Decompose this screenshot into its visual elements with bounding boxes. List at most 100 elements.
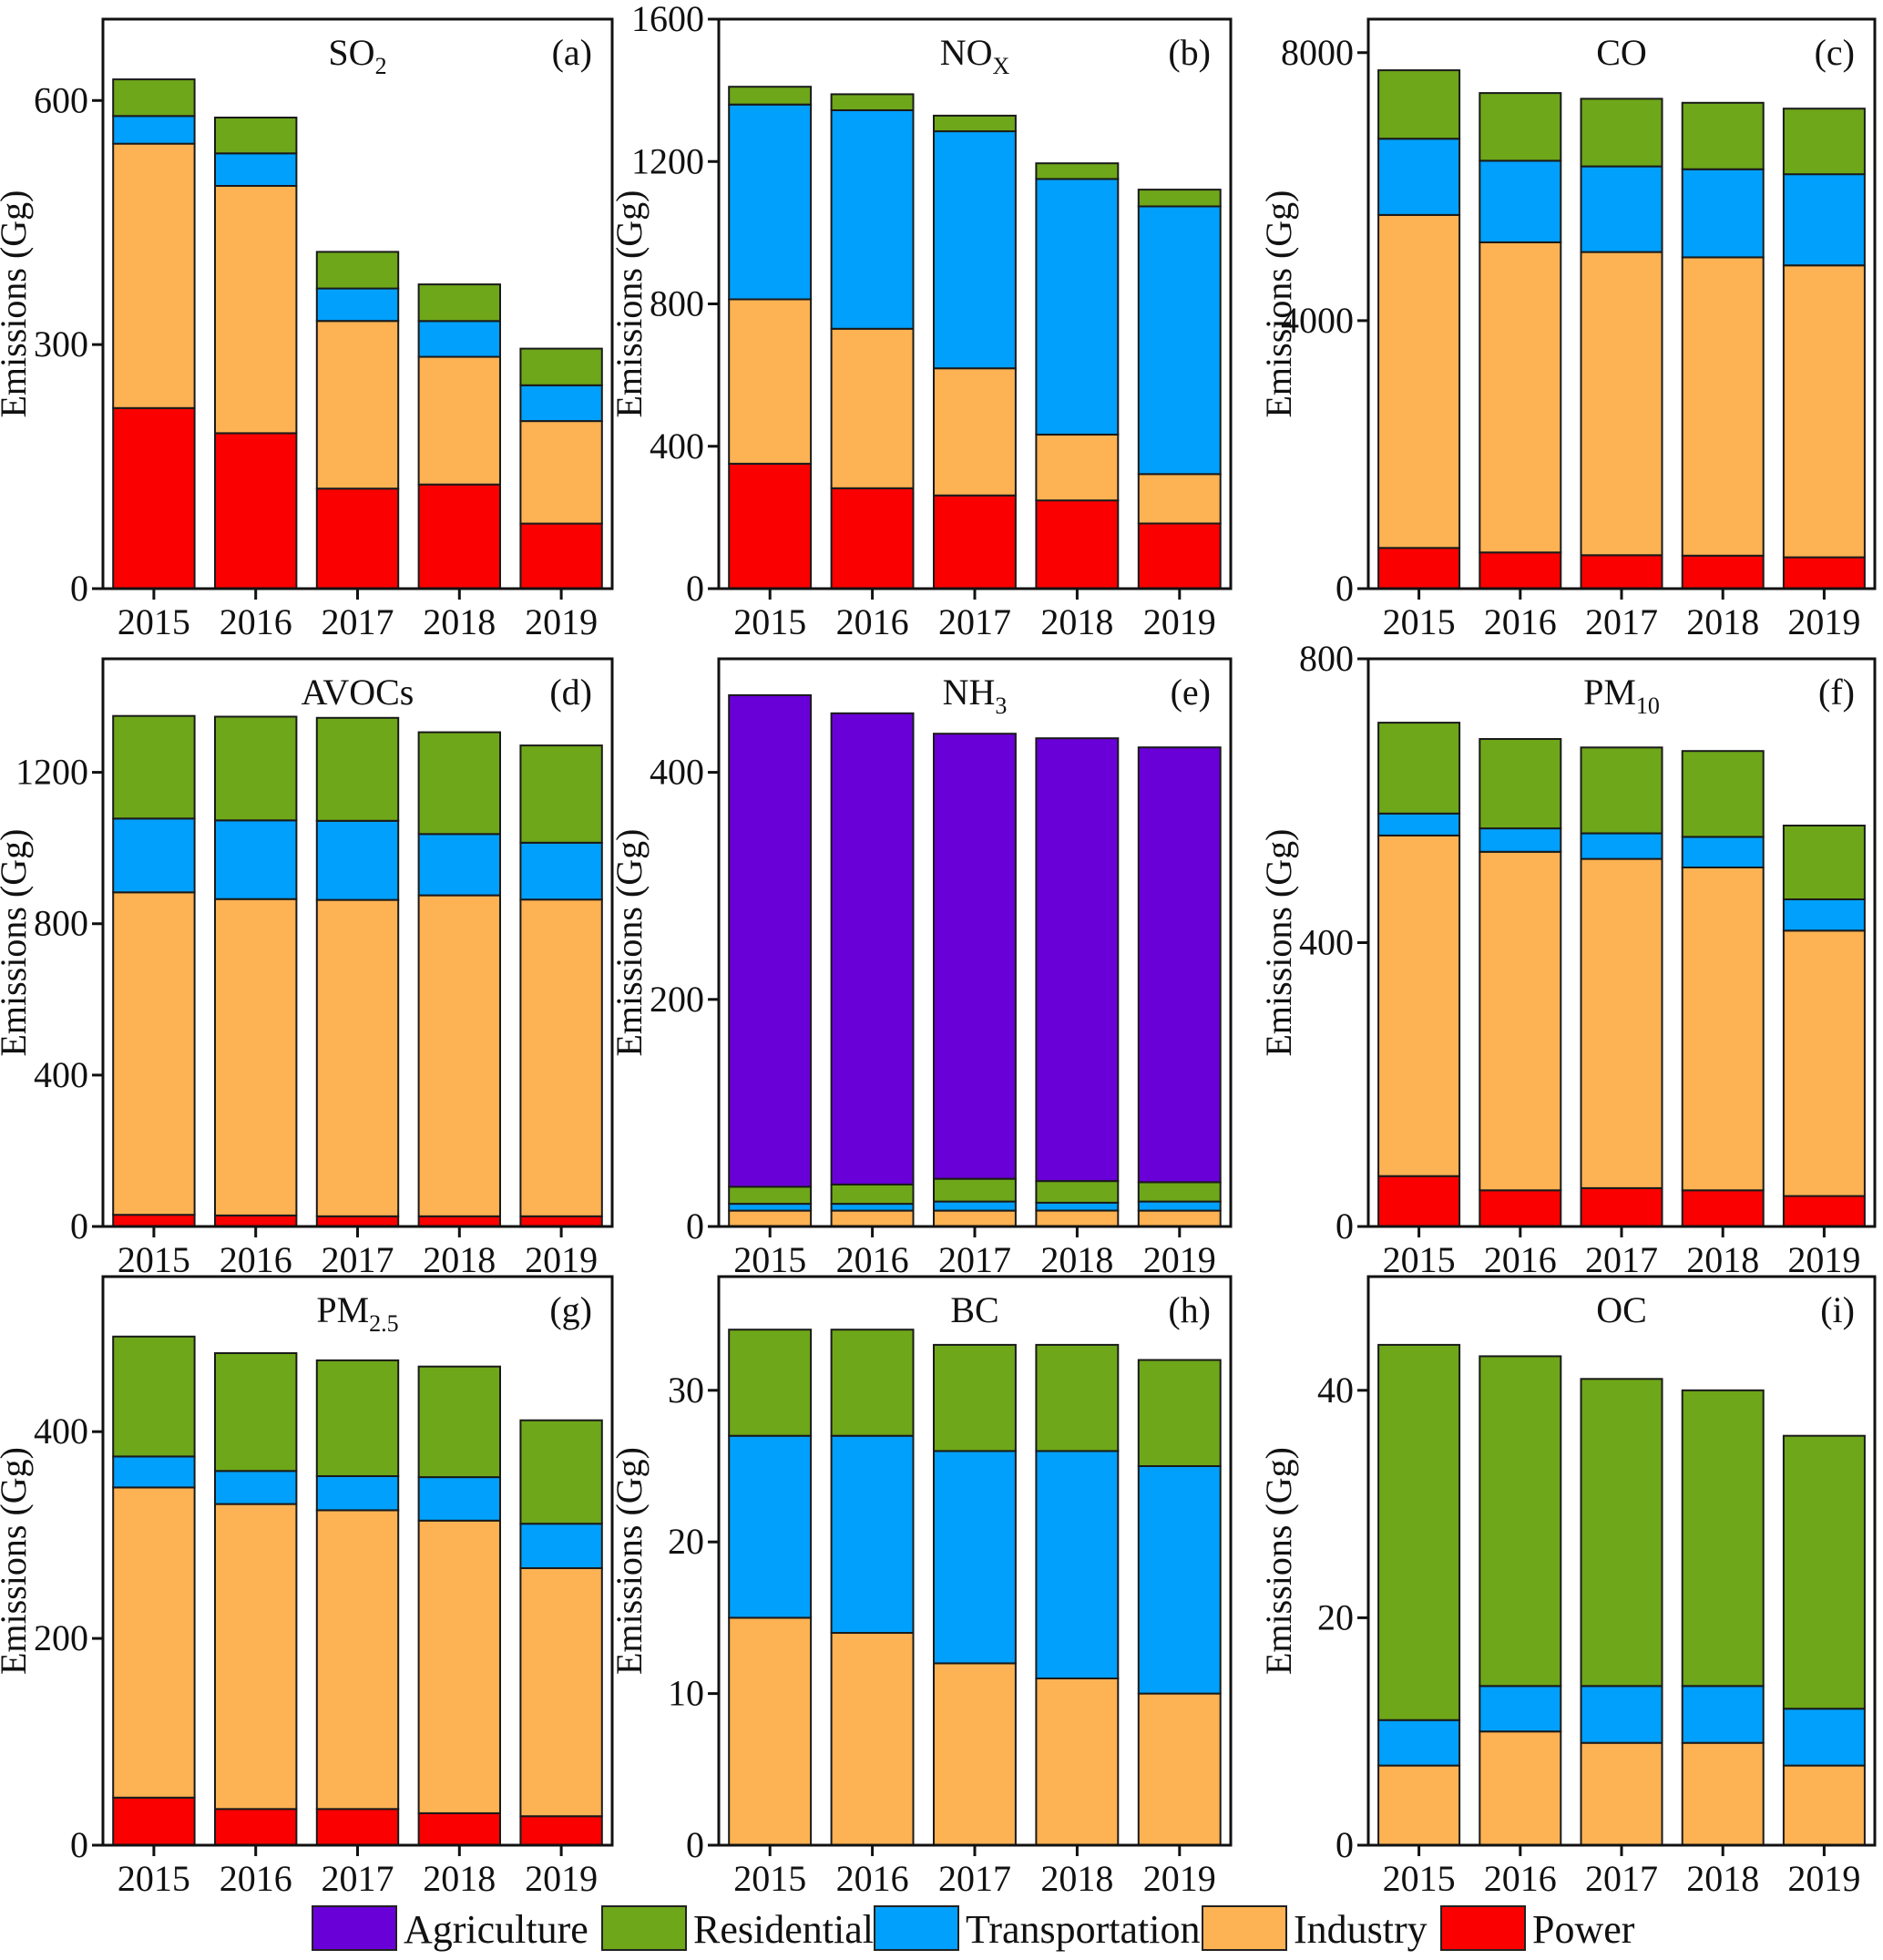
bar-power-2017 [933, 494, 1017, 590]
bar-residential-2018 [417, 1365, 502, 1479]
panel-title-main: PM [316, 1289, 369, 1330]
x-tick-label: 2016 [1484, 1239, 1557, 1280]
y-axis-title: Emissions (Gg) [1258, 829, 1299, 1057]
bar-transportation-2017 [933, 1450, 1017, 1665]
y-tick-label: 1600 [631, 0, 704, 39]
bar-residential-2016 [1479, 738, 1562, 830]
bar-power-2018 [417, 483, 502, 590]
bar-transportation-2016 [1479, 827, 1562, 853]
bar-industry-2016 [214, 898, 298, 1216]
x-tick-label: 2019 [1143, 1858, 1216, 1899]
bar-power-2019 [519, 1815, 603, 1846]
bar-industry-2016 [830, 327, 915, 489]
x-tick-label: 2015 [118, 1858, 190, 1899]
y-axis-title: Emissions (Gg) [1258, 190, 1299, 418]
bar-industry-2017 [933, 1662, 1017, 1847]
bar-industry-2018 [417, 355, 502, 486]
bar-power-2018 [1681, 554, 1765, 590]
x-tick-label: 2018 [423, 1239, 496, 1280]
x-tick-label: 2018 [1040, 1858, 1113, 1899]
bar-industry-2018 [1035, 1209, 1120, 1227]
bar-power-2016 [214, 432, 298, 590]
y-tick-label: 400 [650, 426, 704, 467]
x-tick-label: 2018 [1686, 601, 1759, 642]
legend-swatch-industry [1202, 1905, 1287, 1951]
bar-transportation-2016 [830, 1434, 915, 1634]
panel-title-subscript: 2.5 [369, 1310, 399, 1337]
bar-industry-2018 [1035, 1678, 1120, 1846]
bar-industry-2018 [1681, 867, 1765, 1192]
x-tick-label: 2018 [1686, 1239, 1759, 1280]
bar-industry-2015 [728, 1209, 813, 1227]
bar-power-2015 [1377, 1175, 1461, 1227]
bar-agriculture-2015 [728, 693, 813, 1188]
x-tick-label: 2015 [1383, 601, 1456, 642]
y-tick-label: 400 [34, 1054, 88, 1095]
bar-residential-2017 [315, 716, 400, 822]
x-tick-label: 2019 [1143, 601, 1216, 642]
x-tick-label: 2018 [1040, 1239, 1113, 1280]
x-tick-label: 2015 [118, 1239, 190, 1280]
bar-residential-2019 [1782, 1434, 1866, 1710]
bar-transportation-2016 [1479, 159, 1562, 243]
y-tick-label: 0 [686, 568, 704, 609]
bar-power-2015 [112, 406, 196, 590]
bar-residential-2016 [214, 1352, 298, 1473]
bar-industry-2017 [1580, 857, 1663, 1189]
x-tick-label: 2015 [733, 601, 806, 642]
bar-transportation-2015 [728, 1203, 813, 1212]
x-tick-label: 2015 [1383, 1239, 1456, 1280]
bar-residential-2016 [830, 93, 915, 112]
panel-title-main: NH [943, 672, 996, 713]
panel-letter: (a) [552, 32, 592, 73]
y-tick-label: 4000 [1281, 300, 1354, 341]
y-tick-label: 400 [34, 1411, 88, 1452]
legend-swatch-residential [601, 1905, 687, 1951]
bar-transportation-2019 [519, 1523, 603, 1569]
x-tick-label: 2016 [836, 1858, 909, 1899]
x-tick-label: 2019 [525, 601, 598, 642]
bar-power-2019 [1782, 1195, 1866, 1227]
bar-industry-2019 [1137, 1209, 1222, 1227]
bar-residential-2017 [1580, 1378, 1663, 1688]
bar-transportation-2018 [417, 833, 502, 897]
y-tick-label: 200 [650, 979, 704, 1020]
panel-title-subscript: 3 [995, 693, 1007, 719]
x-tick-label: 2016 [220, 1239, 292, 1280]
bar-transportation-2017 [315, 819, 400, 901]
y-tick-label: 0 [70, 568, 88, 609]
bar-industry-2017 [1580, 251, 1663, 557]
bar-residential-2017 [315, 1359, 400, 1478]
y-axis-title: Emissions (Gg) [0, 1447, 34, 1675]
bar-transportation-2018 [1035, 1201, 1120, 1212]
y-tick-label: 800 [34, 903, 88, 944]
x-tick-label: 2019 [1787, 601, 1860, 642]
bar-industry-2018 [1681, 256, 1765, 557]
bar-residential-2015 [112, 78, 196, 118]
bar-transportation-2019 [1137, 1465, 1222, 1695]
x-tick-label: 2016 [836, 601, 909, 642]
bar-residential-2019 [1137, 1181, 1222, 1203]
y-axis-title: Emissions (Gg) [1258, 1447, 1299, 1675]
x-tick-label: 2016 [1484, 601, 1557, 642]
bar-transportation-2018 [1681, 168, 1765, 259]
x-tick-label: 2019 [1143, 1239, 1216, 1280]
bar-power-2016 [214, 1808, 298, 1847]
bar-residential-2018 [1681, 1389, 1765, 1688]
bar-residential-2019 [1137, 1359, 1222, 1467]
x-tick-label: 2016 [220, 1858, 292, 1899]
panel-title-subscript: 2 [375, 53, 387, 79]
legend-label-residential: Residential [693, 1907, 874, 1952]
legend-label-transportation: Transportation [966, 1907, 1201, 1952]
bar-agriculture-2018 [1035, 737, 1120, 1183]
panel-title: PM2.5 [316, 1289, 398, 1337]
bar-industry-2019 [1782, 264, 1866, 559]
bar-transportation-2015 [1377, 1719, 1461, 1767]
bar-power-2018 [417, 1811, 502, 1847]
bar-residential-2015 [112, 714, 196, 820]
bar-industry-2018 [417, 1519, 502, 1814]
y-tick-label: 0 [686, 1206, 704, 1247]
y-axis-title: Emissions (Gg) [0, 190, 34, 418]
bar-transportation-2016 [1479, 1685, 1562, 1733]
